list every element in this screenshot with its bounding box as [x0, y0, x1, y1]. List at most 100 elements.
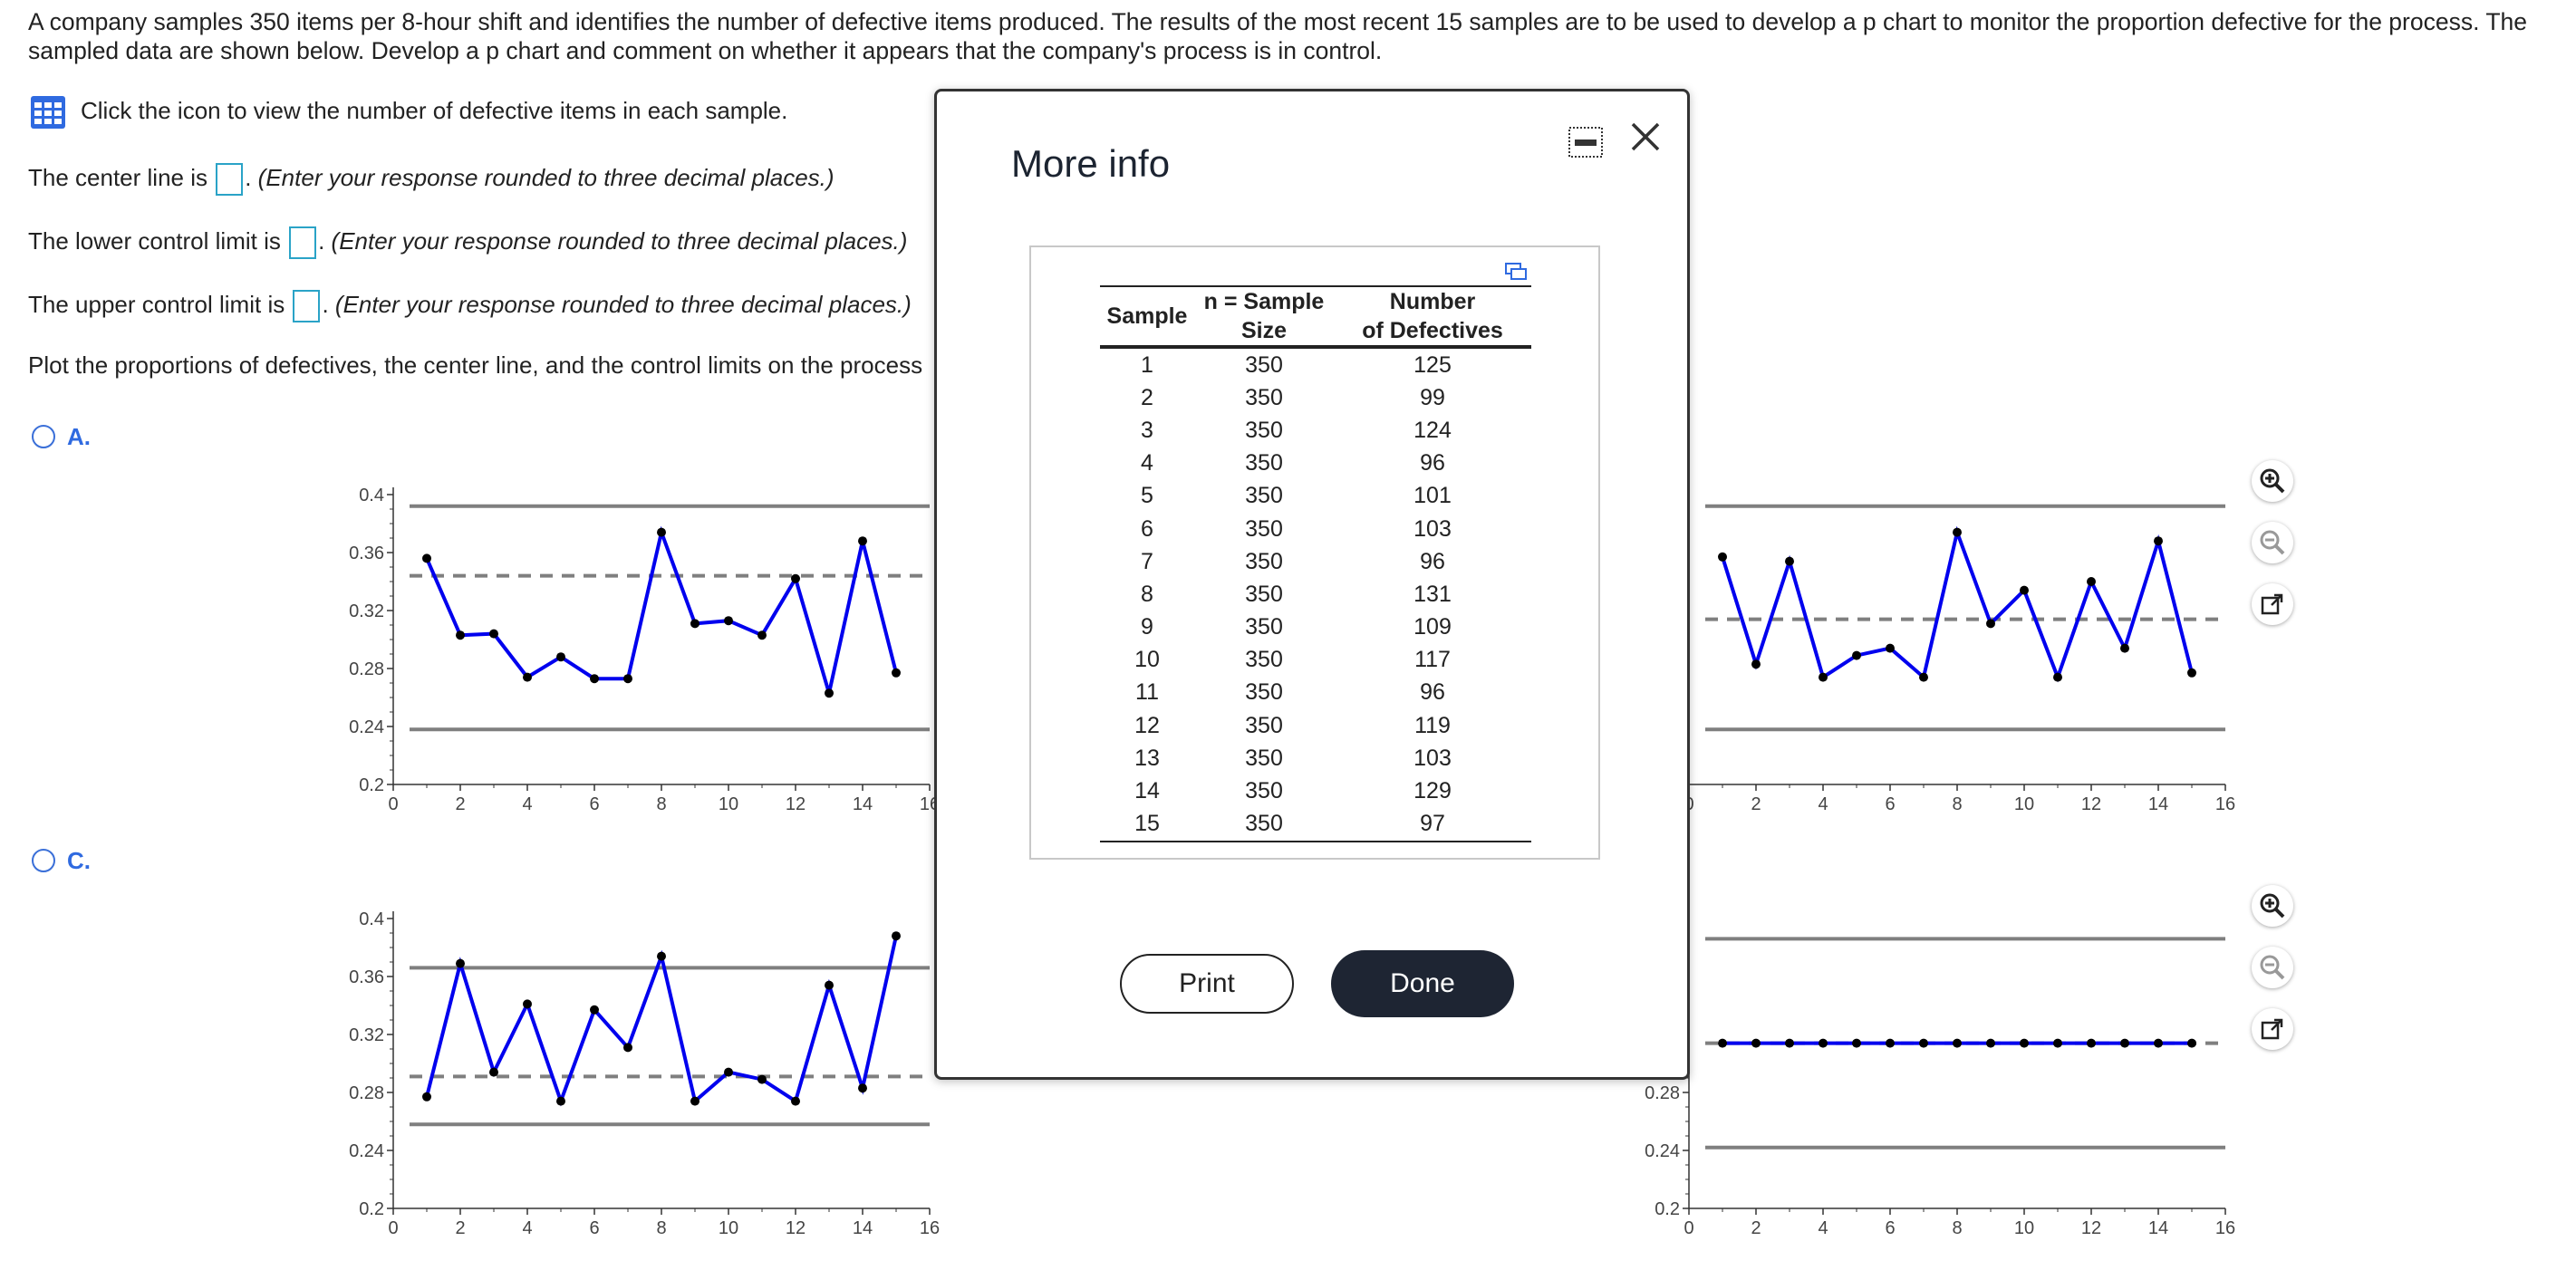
- x-tick-label: 6: [589, 1218, 599, 1238]
- x-tick-label: 2: [455, 794, 465, 814]
- cell-defectives: 129: [1413, 778, 1452, 804]
- x-tick-label: 2: [455, 1218, 465, 1238]
- x-tick-label: 16: [2215, 794, 2235, 814]
- center-line-input[interactable]: [216, 163, 244, 196]
- lcl-input[interactable]: [289, 226, 317, 259]
- data-point: [690, 1096, 699, 1106]
- data-point: [892, 668, 901, 678]
- x-tick-label: 16: [920, 1218, 940, 1238]
- cell-defectives: 96: [1420, 679, 1445, 706]
- data-point: [590, 1005, 599, 1015]
- y-tick-label: 0.32: [349, 1025, 384, 1045]
- data-point: [556, 652, 565, 662]
- ucl-hint: (Enter your response rounded to three de…: [334, 290, 912, 318]
- zoom-in-icon[interactable]: [2252, 460, 2293, 502]
- cell-sample: 13: [1134, 745, 1160, 771]
- data-point: [1852, 650, 1861, 660]
- y-tick-label: 0.28: [1645, 1083, 1680, 1103]
- table-row: 13 350 103: [1100, 742, 1531, 775]
- data-point: [1953, 1038, 1962, 1048]
- data-point: [623, 1043, 632, 1053]
- option-c-label: C.: [67, 847, 91, 874]
- data-point: [2053, 1038, 2062, 1048]
- zoom-out-icon[interactable]: [2252, 522, 2293, 563]
- data-point: [1852, 1038, 1861, 1048]
- pop-out-icon[interactable]: [2252, 1008, 2293, 1050]
- proportion-series-line: [425, 525, 898, 694]
- lcl-prefix: The lower control limit is: [28, 226, 281, 255]
- x-tick-label: 8: [1952, 794, 1962, 814]
- x-tick-label: 10: [719, 794, 738, 814]
- table-row: 5 350 101: [1100, 480, 1531, 513]
- y-tick-label: 0.36: [349, 544, 384, 563]
- table-row: 6 350 103: [1100, 513, 1531, 545]
- data-point: [1919, 1038, 1928, 1048]
- option-a-radio[interactable]: [32, 425, 55, 448]
- data-point: [858, 1083, 867, 1093]
- data-point: [1819, 672, 1828, 682]
- ucl-prefix: The upper control limit is: [28, 290, 285, 318]
- table-row: 12 350 119: [1100, 709, 1531, 742]
- cell-defectives: 103: [1413, 515, 1452, 542]
- data-point: [791, 1096, 800, 1106]
- close-icon[interactable]: [1626, 117, 1665, 157]
- chart-option-a: 0.20.240.280.320.360.40 2 4 6 8 10 12 14 16: [349, 486, 940, 814]
- question-text: A company samples 350 items per 8-hour s…: [28, 8, 2528, 64]
- option-c-radio[interactable]: [32, 849, 55, 872]
- done-button[interactable]: Done: [1331, 950, 1514, 1017]
- print-button[interactable]: Print: [1120, 954, 1294, 1014]
- header-defectives: Number of Defectives: [1334, 286, 1531, 347]
- chart-option-d: 0.28 0.24 0.20 2 4 6 8 10 12 14 16: [1645, 911, 2235, 1238]
- data-point: [623, 674, 632, 684]
- center-line-row: The center line is . (Enter your respons…: [28, 163, 835, 196]
- ucl-row: The upper control limit is . (Enter your…: [28, 290, 912, 322]
- header-sample: Sample: [1106, 303, 1188, 329]
- ucl-input[interactable]: [293, 290, 321, 322]
- cell-defectives: 109: [1413, 614, 1452, 640]
- data-point: [757, 1074, 767, 1084]
- minimize-icon[interactable]: [1568, 126, 1604, 159]
- proportion-series-line: [1721, 525, 2194, 683]
- cell-sample: 3: [1141, 417, 1153, 443]
- x-tick-label: 6: [1885, 1218, 1895, 1238]
- x-tick-label: 10: [2014, 1218, 2034, 1238]
- data-point: [590, 674, 599, 684]
- x-tick-label: 12: [2081, 1218, 2101, 1238]
- data-point: [2154, 536, 2163, 546]
- table-row: 11 350 96: [1100, 677, 1531, 709]
- zoom-out-icon[interactable]: [2252, 947, 2293, 988]
- x-tick-label: 14: [2148, 1218, 2168, 1238]
- zoom-in-icon[interactable]: [2252, 885, 2293, 927]
- lcl-row: The lower control limit is . (Enter your…: [28, 226, 907, 259]
- data-point: [456, 958, 465, 968]
- x-tick-label: 0: [388, 1218, 398, 1238]
- data-table-panel: Sample n = Sample Size Number of Defecti…: [1029, 245, 1600, 860]
- data-point: [2120, 643, 2129, 653]
- data-point: [1886, 643, 1895, 653]
- data-point: [1785, 556, 1794, 566]
- y-tick-label: 0.28: [349, 1083, 384, 1103]
- data-point: [523, 999, 532, 1009]
- y-tick-label: 0.28: [349, 659, 384, 679]
- x-tick-label: 4: [1818, 1218, 1828, 1238]
- y-tick-label: 0.2: [1655, 1199, 1680, 1219]
- cell-size: 350: [1245, 450, 1283, 476]
- cell-defectives: 125: [1413, 351, 1452, 378]
- x-tick-label: 12: [786, 794, 806, 814]
- y-tick-label: 0.36: [349, 967, 384, 987]
- defects-table: Sample n = Sample Size Number of Defecti…: [1100, 285, 1531, 842]
- y-tick-label: 0.24: [349, 717, 384, 737]
- cell-sample: 12: [1134, 712, 1160, 738]
- data-point: [1718, 552, 1727, 562]
- cell-sample: 7: [1141, 548, 1153, 574]
- table-grid-icon[interactable]: [30, 95, 66, 130]
- cell-size: 350: [1245, 417, 1283, 443]
- table-row: 2 350 99: [1100, 381, 1531, 414]
- copy-table-icon[interactable]: [1504, 262, 1528, 286]
- y-tick-label: 0.4: [359, 909, 384, 929]
- cell-sample: 1: [1141, 351, 1153, 378]
- pop-out-icon[interactable]: [2252, 583, 2293, 625]
- cell-defectives: 99: [1420, 384, 1445, 410]
- x-tick-label: 8: [656, 794, 666, 814]
